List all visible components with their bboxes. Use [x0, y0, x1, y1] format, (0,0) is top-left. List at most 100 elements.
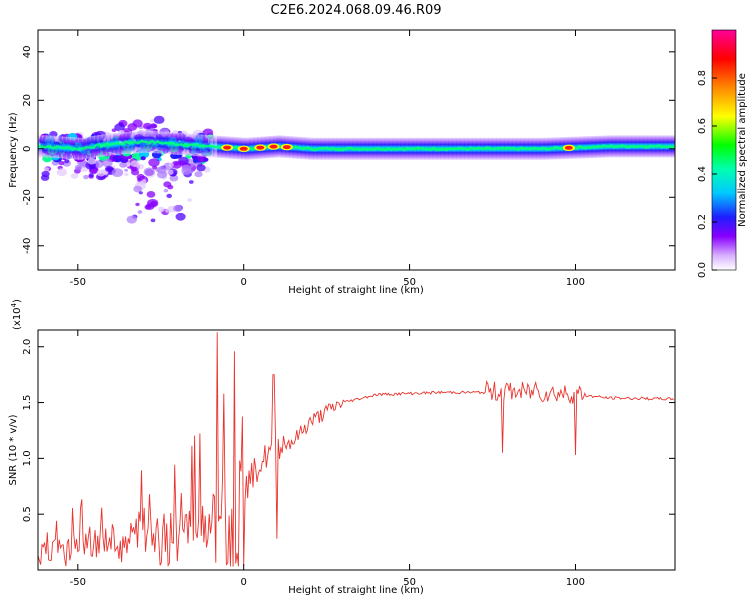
spectrogram-blob: [111, 168, 124, 178]
ridge-hot-spot: [256, 145, 265, 150]
spectrogram-frame: [37, 29, 676, 271]
spectrogram-blob: [124, 168, 129, 172]
ridge-band-segment: [499, 137, 506, 160]
spectrogram-blob: [153, 115, 165, 124]
spectrogram-xlabel: Height of straight line (km): [288, 285, 424, 296]
spectrogram-ylabel: Frequency (Hz): [8, 112, 19, 188]
ridge-band-segment: [444, 137, 450, 160]
snr-ytick-label: 2.0: [22, 339, 33, 355]
spectrogram-blob: [181, 164, 192, 172]
snr-ticks: -50 0 50 100 0.5 1.0 1.5 2.0: [22, 330, 675, 588]
spectrogram-blob: [119, 161, 127, 168]
spectrogram-blob: [135, 202, 140, 207]
snr-ytick-label: 0.5: [22, 506, 33, 522]
spectrogram-xtick-label: 0: [241, 277, 247, 288]
spectrogram-blob: [130, 160, 140, 168]
spectrogram-blob: [173, 204, 183, 213]
spectrogram-blob: [157, 206, 165, 212]
spectrogram-blob: [165, 208, 171, 213]
ridge-hot-spot: [239, 146, 248, 151]
spectrogram-blob: [143, 167, 155, 177]
ridge-band-segment: [364, 137, 370, 160]
spectrogram-ytick-label: 40: [22, 45, 33, 58]
spectrogram-blob: [56, 168, 68, 177]
spectrogram-blob: [175, 212, 186, 221]
spectrogram-blob: [150, 119, 155, 123]
spectrogram-blob: [74, 164, 82, 171]
spectrogram-ticks: -50 0 50 100 -40 -20 0 20 40: [22, 30, 675, 288]
spectrogram-ytick-label: 20: [22, 94, 33, 107]
spectrogram-blob: [150, 218, 156, 223]
spectrogram-blob: [58, 160, 65, 166]
spectrogram-blob: [88, 173, 94, 178]
spectrogram-blob: [87, 157, 97, 165]
snr-frame: [37, 329, 676, 571]
spectrogram-blob: [143, 122, 152, 130]
spectrogram-blob: [187, 198, 192, 202]
spectrogram-blob: [168, 162, 174, 167]
spectrogram-blob: [156, 166, 167, 174]
snr-xtick-label: 0: [241, 577, 247, 588]
ridge-band-segment: [356, 137, 362, 160]
spectrogram-blob: [203, 157, 209, 162]
colorbar-frame: [711, 29, 737, 271]
spectrogram-blob: [70, 173, 79, 179]
spectrogram-blob: [171, 160, 182, 169]
spectrogram-blob: [166, 169, 174, 175]
colorbar-gradient: [712, 30, 736, 270]
ridge-band-segment: [436, 137, 442, 160]
spectrogram-blob: [137, 210, 143, 214]
ridge-band-segment: [643, 135, 649, 158]
spectrogram-blob: [96, 169, 106, 177]
snr-xtick-label: 100: [566, 577, 585, 588]
spectrogram-panel: -50 0 50 100 -40 -20 0 20 40 Height of straight …: [8, 29, 676, 296]
ridge-band-segment: [181, 133, 187, 156]
ridge-band-segment: [483, 137, 490, 160]
colorbar-ticks: 0.0 0.2 0.4 0.6 0.8: [697, 70, 717, 278]
snr-scale-close: ): [12, 299, 23, 303]
spectrogram-blob: [144, 204, 152, 210]
colorbar-tick-label: 0.8: [697, 70, 708, 86]
snr-ytick-label: 1.0: [22, 450, 33, 466]
spectrogram-blob: [41, 170, 50, 178]
spectrogram-blob: [131, 169, 140, 176]
spectrogram-ytick-label: -20: [22, 189, 33, 205]
spectrogram-blob: [114, 123, 125, 132]
spectrogram-blob: [166, 193, 172, 199]
colorbar-tick-label: 0.6: [697, 118, 708, 134]
ridge-band-segment: [671, 135, 675, 158]
colorbar-tick-label: 0.4: [697, 166, 708, 182]
ridge-hot-spot: [282, 145, 291, 150]
ridge-band-segment: [340, 137, 346, 160]
spectrogram-xtick-label: -50: [70, 277, 86, 288]
colorbar-tick-label: 0.2: [697, 214, 708, 230]
spectrogram-ytick-label: 0: [22, 146, 33, 152]
snr-xtick-label: 50: [403, 577, 416, 588]
snr-series-line: [38, 332, 675, 568]
colorbar-label: Normalized spectral amplitude: [737, 73, 748, 227]
spectrogram-blob: [102, 159, 113, 168]
spectrogram-blob: [137, 178, 142, 182]
spectrogram-ridge: [38, 130, 675, 160]
spectrogram-blob: [152, 165, 158, 170]
spectrogram-xtick-label: 50: [403, 277, 416, 288]
spectrogram-blob: [188, 180, 194, 184]
snr-xlabel: Height of straight line (km): [288, 585, 424, 596]
spectrogram-blob: [151, 124, 158, 129]
svg-text:(x104): (x104): [10, 299, 23, 330]
spectrogram-blob: [163, 188, 169, 193]
spectrogram-blob: [43, 167, 50, 172]
spectrogram-blob: [140, 156, 146, 161]
spectrogram-blob: [83, 174, 89, 180]
spectrogram-blob: [194, 171, 203, 178]
figure-title: C2E6.2024.068.09.46.R09: [270, 3, 441, 18]
spectrogram-xtick-label: 100: [566, 277, 585, 288]
colorbar-tick-label: 0.0: [697, 262, 708, 278]
spectrogram-blob: [123, 172, 129, 177]
spectrogram-blob: [138, 191, 143, 195]
snr-xtick-label: -50: [70, 577, 86, 588]
spectrogram-blob: [127, 123, 138, 131]
snr-scale-exponent: 4: [10, 302, 18, 307]
colorbar: 0.0 0.2 0.4 0.6 0.8 Normalized spectral ampl…: [697, 29, 748, 278]
